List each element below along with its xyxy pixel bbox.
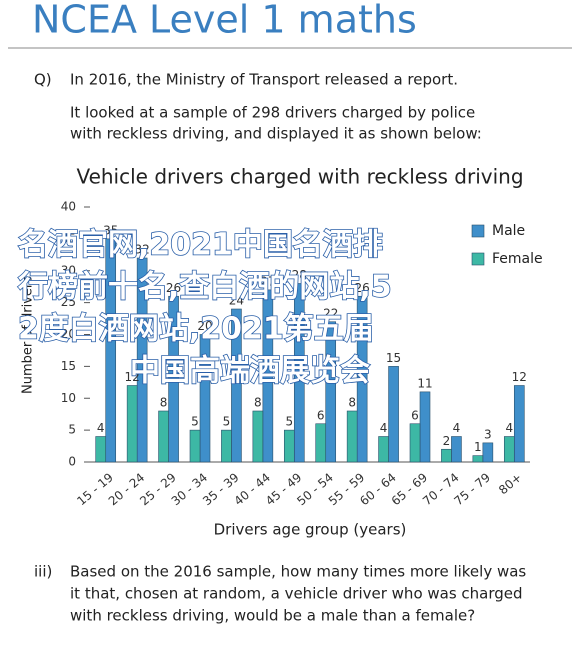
value-label: 20 [197,319,212,333]
x-tick-label: 80+ [496,470,524,497]
y-tick-label: 15 [61,359,76,373]
bar [325,321,337,463]
bar [388,366,399,463]
part-label: iii) [34,563,52,581]
bar [252,410,264,463]
value-label: 3 [484,427,492,441]
y-tick-label: 5 [68,423,76,437]
value-label: 24 [229,294,244,308]
bar [346,410,358,463]
bar [168,295,179,463]
value-label: 4 [505,421,513,435]
value-label: 22 [323,306,338,320]
bar [199,334,211,463]
bar [441,448,452,463]
question-line: In 2016, the Ministry of Transport relea… [70,71,458,89]
value-label: 6 [411,408,419,422]
overlay-line: 2度白酒网站,2021第五届 [18,312,374,347]
legend-label: Female [492,251,543,267]
bar [221,429,232,463]
bar [105,238,117,463]
question-line: with reckless driving, and displayed it … [70,125,482,143]
legend-swatch [471,252,485,266]
y-tick-label: 35 [61,231,76,245]
value-label: 8 [348,396,356,410]
y-tick-label: 25 [61,295,76,309]
bar [293,283,305,463]
y-tick-label: 10 [61,391,76,405]
overlay-line: 中国高端酒展览会 [130,354,370,389]
value-label: 5 [285,415,293,429]
bar [136,257,148,463]
bar [409,423,421,463]
chart-title: Vehicle drivers charged with reckless dr… [76,165,523,189]
value-label: 1 [474,440,482,454]
bar [378,436,389,463]
bar [231,308,242,463]
value-label: 4 [453,421,461,435]
value-label: 8 [254,396,262,410]
y-tick-label: 20 [61,327,76,341]
y-axis-label: Number of drivers [21,276,36,394]
value-label: 5 [191,415,199,429]
value-label: 12 [125,370,140,384]
y-tick-label: 30 [61,263,76,277]
bar [451,436,462,463]
legend-swatch [471,224,485,238]
x-axis-label: Drivers age group (years) [214,521,407,539]
value-label: 5 [223,415,231,429]
y-tick-label: 40 [61,200,76,214]
bar [513,385,525,463]
value-label: 11 [417,376,432,390]
part-line: it that, chosen at random, a vehicle dri… [70,585,523,603]
bar [158,410,169,463]
value-label: 27 [260,274,275,288]
value-label: 26 [355,281,370,295]
bar [315,423,327,463]
x-tick-label: 75 - 79 [451,470,493,508]
value-label: 4 [380,421,388,435]
question-label: Q) [34,71,52,89]
bar [419,391,431,463]
part-line: Based on the 2016 sample, how many times… [70,563,526,581]
bar [472,455,484,463]
value-label: 15 [386,351,401,365]
value-label: 35 [103,223,118,237]
overlay: 名酒官网,2021中国名酒排 行榜前十名,查白酒的网站,5 2度白酒网站,202… [16,227,392,390]
value-label: 6 [317,408,325,422]
value-label: 26 [166,281,181,295]
value-label: 4 [97,421,105,435]
question-line: It looked at a sample of 298 drivers cha… [70,104,475,122]
bar [356,295,368,463]
y-tick-label: 0 [68,455,76,469]
part-line: with reckless driving, would be a male t… [70,607,475,625]
overlay-line: 名酒官网,2021中国名酒排 [18,228,383,263]
bar [126,385,138,463]
bar [262,289,274,463]
value-label: 8 [160,396,168,410]
legend-label: Male [492,223,525,239]
value-label: 2 [443,434,451,448]
value-label: 12 [512,370,527,384]
value-label: 32 [135,243,150,257]
bar [283,429,295,463]
bar [503,436,515,463]
bar [95,436,107,463]
page-title: NCEA Level 1 maths [32,0,417,42]
bar [482,442,494,463]
value-label: 28 [292,268,307,282]
overlay-line: 行榜前十名,查白酒的网站,5 [17,270,392,305]
bar [189,429,201,463]
